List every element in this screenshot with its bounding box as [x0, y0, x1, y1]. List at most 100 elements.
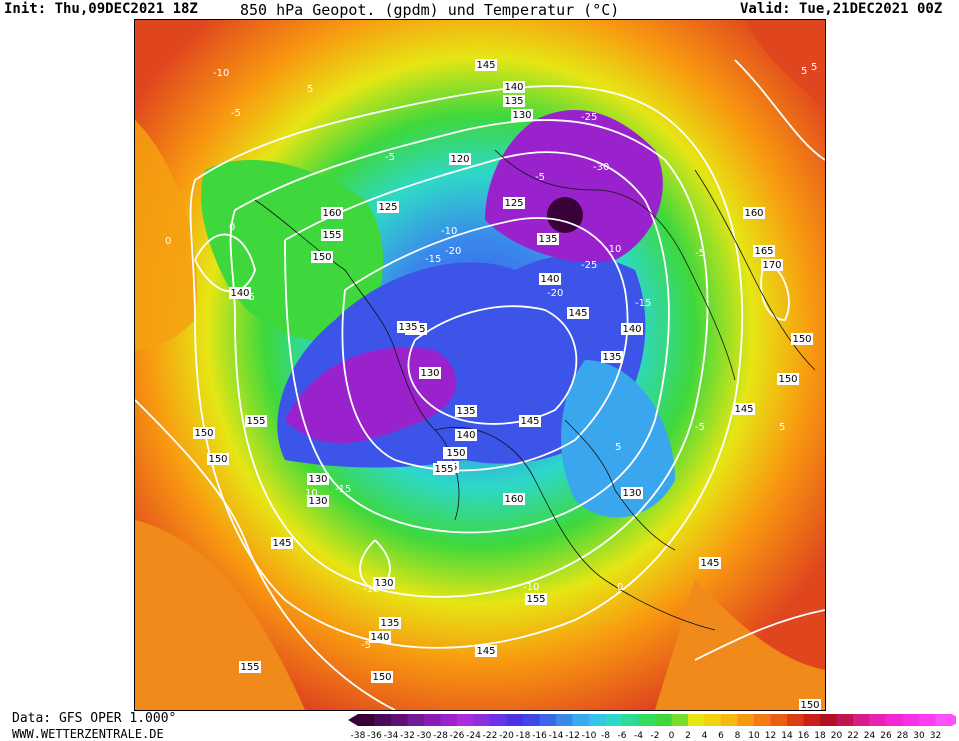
legend-tick-label: 4 — [702, 731, 708, 741]
geopotential-label-box — [777, 373, 799, 385]
legend-color-box — [556, 714, 573, 726]
temperature-label: -5 — [385, 152, 395, 163]
legend-color-box — [638, 714, 655, 726]
geopotential-label-box — [455, 429, 477, 441]
geopotential-label-box — [271, 537, 293, 549]
geopotential-label-box — [601, 351, 623, 363]
coldest-region-siberia — [485, 110, 663, 263]
geopotential-label: 145 — [568, 308, 587, 319]
temperature-label: -5 — [231, 108, 241, 119]
legend-color-box — [506, 714, 523, 726]
temperature-label: -10 — [363, 584, 379, 595]
geopotential-label: 165 — [754, 246, 773, 257]
legend-color-box — [622, 714, 639, 726]
legend-color-box — [374, 714, 391, 726]
geopotential-label: 145 — [734, 404, 753, 415]
geopotential-label: 135 — [380, 618, 399, 629]
legend-color-box — [721, 714, 738, 726]
temperature-label: -10 — [605, 244, 621, 255]
geopotential-label-box — [519, 415, 541, 427]
legend-color-box — [688, 714, 705, 726]
geopotential-label: 125 — [504, 198, 523, 209]
legend-tick-label: -38 — [351, 731, 366, 741]
geopotential-label-box — [503, 493, 525, 505]
temperature-label: -10 — [441, 226, 457, 237]
geopotential-label-box — [799, 699, 821, 710]
geopotential-label-box — [475, 59, 497, 71]
legend-color-box — [853, 714, 870, 726]
legend-color-box — [605, 714, 622, 726]
geopotential-label-box — [307, 473, 329, 485]
legend-tick-label: 22 — [847, 731, 858, 741]
temperature-label: -15 — [425, 254, 441, 265]
geopotential-label: 150 — [194, 428, 213, 439]
temperature-label: -15 — [635, 298, 651, 309]
legend-tick-label: -12 — [565, 731, 580, 741]
temperature-label: -5 — [695, 248, 705, 259]
legend-tick-label: -4 — [634, 731, 643, 741]
geopotential-label: 130 — [374, 578, 393, 589]
legend-tick-label: -24 — [466, 731, 481, 741]
legend-color-box — [440, 714, 457, 726]
geopotential-label-box — [511, 109, 533, 121]
temperature-label: 0 — [165, 236, 171, 247]
geopotential-label-box — [229, 287, 251, 299]
legend-tick-label: 18 — [814, 731, 826, 741]
legend-color-box — [523, 714, 540, 726]
legend-tick-label: -6 — [618, 731, 627, 741]
legend-tick-label: 0 — [669, 731, 675, 741]
geopotential-label-box — [433, 463, 455, 475]
geopotential-label-box — [699, 557, 721, 569]
geopotential-label-box — [239, 661, 261, 673]
legend-tick-label: 20 — [831, 731, 843, 741]
map-canvas: 145 140 135 130 120 125 135 140 145 140 135 160 155 1… — [135, 20, 825, 710]
geopotential-label: 130 — [622, 488, 641, 499]
temperature-color-legend: -38 -36 -34 -32 -30 -28 -26 -24 -22 -20 -18 -16 -14-… — [348, 714, 956, 741]
geopotential-label: 150 — [312, 252, 331, 263]
geopotential-label-box — [369, 631, 391, 643]
warm-region-west — [135, 120, 197, 350]
geopotential-label-box — [377, 201, 399, 213]
geopotential-label-box — [503, 81, 525, 93]
geopotential-label-box — [791, 333, 813, 345]
geopotential-label: 150 — [778, 374, 797, 385]
warm-region-southeast — [655, 580, 825, 710]
temperature-label: -10 — [523, 582, 539, 593]
temperature-label: -10 — [213, 68, 229, 79]
coldest-region-canada — [285, 347, 457, 444]
geopotential-label: 140 — [370, 632, 389, 643]
geopotential-label: 130 — [512, 110, 531, 121]
geopotential-label: 135 — [538, 234, 557, 245]
temperature-label: 0 — [229, 222, 235, 233]
legend-color-box — [754, 714, 771, 726]
geopotential-label: 135 — [602, 352, 621, 363]
legend-color-box — [935, 714, 952, 726]
legend-tick-label: 10 — [748, 731, 760, 741]
geopotential-label: 150 — [446, 448, 465, 459]
geopotential-label-box — [539, 273, 561, 285]
geopotential-label: 145 — [700, 558, 719, 569]
legend-tick-label: -22 — [483, 731, 498, 741]
geopotential-label: 155 — [322, 230, 341, 241]
temperature-label: 5 — [615, 442, 621, 453]
legend-tick-label: -8 — [601, 731, 610, 741]
legend-tick-label: -36 — [367, 731, 382, 741]
geopotential-label-box — [503, 197, 525, 209]
map-title: 850 hPa Geopot. (gpdm) und Temperatur (°… — [240, 1, 620, 19]
geopotential-label: 150 — [208, 454, 227, 465]
temperature-label: 5 — [811, 62, 817, 73]
legend-tick-label: 14 — [781, 731, 793, 741]
legend-color-box — [869, 714, 886, 726]
geopotential-label-box — [321, 229, 343, 241]
legend-color-box — [671, 714, 688, 726]
geopotential-label-box — [311, 251, 333, 263]
legend-color-box — [490, 714, 507, 726]
legend-tick-label: -34 — [384, 731, 399, 741]
geopotential-label-box — [621, 323, 643, 335]
legend-tick-label: -32 — [400, 731, 415, 741]
geopotential-label: 150 — [372, 672, 391, 683]
geopotential-label-box — [525, 593, 547, 605]
legend-arrow-left — [348, 714, 358, 726]
map-panel[interactable]: 145 140 135 130 120 125 135 140 145 140 135 160 155 1… — [134, 19, 826, 711]
temperature-label: 5 — [779, 422, 785, 433]
